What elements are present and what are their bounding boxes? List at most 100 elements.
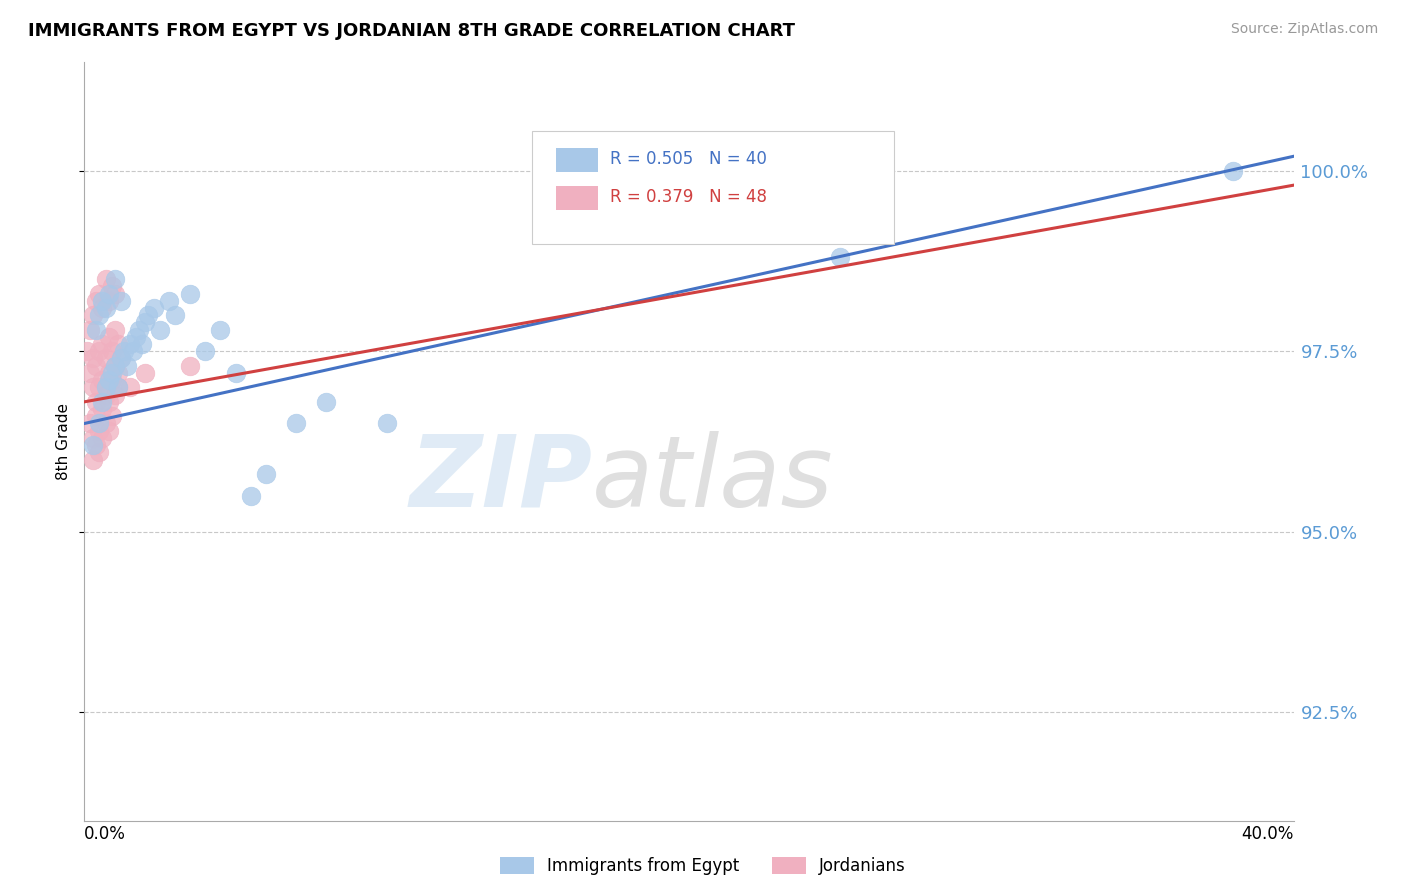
Point <box>82 351 104 366</box>
FancyBboxPatch shape <box>555 148 599 172</box>
Point <box>86 293 108 308</box>
Point <box>91 293 114 308</box>
Point <box>104 272 127 286</box>
Point <box>107 380 129 394</box>
Point <box>89 286 111 301</box>
Point <box>375 417 398 431</box>
Point <box>94 351 117 366</box>
Point <box>79 366 101 380</box>
Point <box>97 293 120 308</box>
Point <box>91 394 114 409</box>
FancyBboxPatch shape <box>555 186 599 211</box>
Point <box>91 373 114 387</box>
Point <box>79 417 101 431</box>
Point <box>100 409 122 424</box>
Point <box>134 366 156 380</box>
Point <box>110 351 132 366</box>
Point <box>89 308 111 322</box>
Point <box>131 337 153 351</box>
Point <box>104 359 127 373</box>
Point <box>94 417 117 431</box>
Point <box>179 359 201 373</box>
Point <box>86 323 108 337</box>
Point <box>118 337 141 351</box>
Point <box>134 315 156 329</box>
Point <box>239 489 262 503</box>
Point <box>225 366 247 380</box>
Point <box>100 279 122 293</box>
Point <box>89 417 111 431</box>
Point <box>76 344 98 359</box>
Point <box>110 293 132 308</box>
Point <box>104 359 127 373</box>
Point <box>104 387 127 401</box>
Point <box>91 337 114 351</box>
Point <box>121 344 143 359</box>
Point <box>89 344 111 359</box>
Text: atlas: atlas <box>592 431 834 528</box>
Point <box>1222 163 1244 178</box>
Point <box>254 467 277 481</box>
Point <box>97 394 120 409</box>
Text: 40.0%: 40.0% <box>1241 825 1294 843</box>
Point <box>285 417 308 431</box>
Point <box>86 438 108 452</box>
Point <box>157 293 180 308</box>
Point <box>82 438 104 452</box>
Y-axis label: 8th Grade: 8th Grade <box>56 403 72 480</box>
Point <box>112 344 135 359</box>
Point <box>82 308 104 322</box>
Text: ZIP: ZIP <box>409 431 592 528</box>
Point <box>94 272 117 286</box>
Point <box>82 431 104 445</box>
Point <box>125 330 148 344</box>
Point <box>179 286 201 301</box>
Text: R = 0.379   N = 48: R = 0.379 N = 48 <box>610 188 768 206</box>
Point <box>82 380 104 394</box>
Point <box>104 286 127 301</box>
Text: IMMIGRANTS FROM EGYPT VS JORDANIAN 8TH GRADE CORRELATION CHART: IMMIGRANTS FROM EGYPT VS JORDANIAN 8TH G… <box>28 22 796 40</box>
Point <box>89 445 111 459</box>
FancyBboxPatch shape <box>531 130 894 244</box>
Point <box>97 330 120 344</box>
Point <box>830 251 852 265</box>
Point <box>91 402 114 417</box>
Point <box>100 373 122 387</box>
Point <box>142 301 165 315</box>
Text: 0.0%: 0.0% <box>84 825 127 843</box>
Point <box>89 424 111 438</box>
Point <box>89 380 111 394</box>
Point <box>100 344 122 359</box>
Point <box>118 380 141 394</box>
Point <box>97 366 120 380</box>
Point <box>97 424 120 438</box>
Point <box>94 301 117 315</box>
Point <box>86 394 108 409</box>
Point <box>315 394 337 409</box>
Text: R = 0.505   N = 40: R = 0.505 N = 40 <box>610 151 768 169</box>
Point <box>107 380 129 394</box>
Point <box>107 337 129 351</box>
Legend: Immigrants from Egypt, Jordanians: Immigrants from Egypt, Jordanians <box>501 856 905 875</box>
Point <box>97 286 120 301</box>
Point <box>107 366 129 380</box>
Point <box>86 359 108 373</box>
Point <box>94 380 117 394</box>
Point <box>97 373 120 387</box>
Point <box>91 431 114 445</box>
Point <box>91 301 114 315</box>
Point <box>82 452 104 467</box>
Point <box>209 323 232 337</box>
Point <box>149 323 172 337</box>
Point <box>100 366 122 380</box>
Point <box>110 351 132 366</box>
Point <box>136 308 159 322</box>
Text: Source: ZipAtlas.com: Source: ZipAtlas.com <box>1230 22 1378 37</box>
Point <box>115 359 138 373</box>
Point <box>128 323 150 337</box>
Point <box>94 387 117 401</box>
Point <box>79 323 101 337</box>
Point <box>104 323 127 337</box>
Point <box>165 308 187 322</box>
Point <box>194 344 217 359</box>
